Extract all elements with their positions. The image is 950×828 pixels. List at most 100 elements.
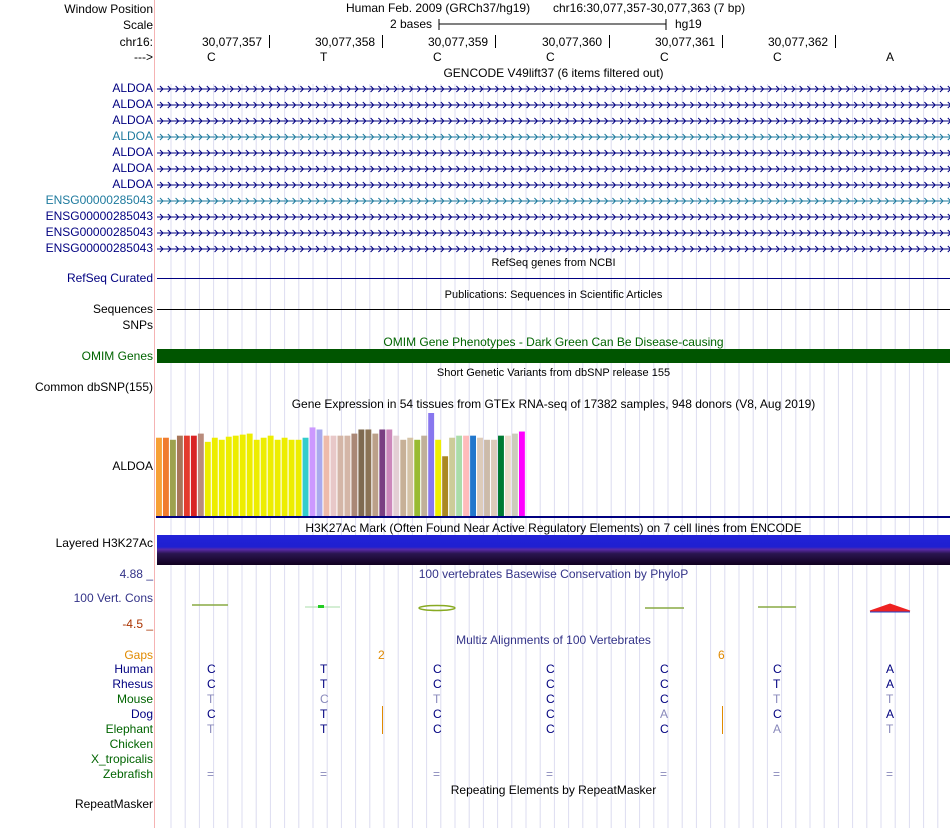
alignment-base: T — [773, 677, 781, 691]
species-label[interactable]: Dog — [130, 707, 153, 721]
gtex-tissue-bar — [463, 435, 470, 516]
phylop-signal[interactable] — [0, 596, 950, 620]
gencode-transcript[interactable] — [157, 132, 950, 142]
gtex-tissue-bar — [211, 437, 218, 516]
multiz-title[interactable]: Multiz Alignments of 100 Vertebrates — [456, 633, 651, 647]
refseq-line[interactable] — [157, 278, 950, 279]
alignment-base: C — [660, 722, 669, 736]
gtex-title[interactable]: Gene Expression in 54 tissues from GTEx … — [291, 397, 816, 411]
gencode-row-label[interactable]: ALDOA — [112, 161, 153, 175]
dbsnp-title[interactable]: Short Genetic Variants from dbSNP releas… — [436, 367, 671, 379]
gtex-tissue-bar — [169, 439, 176, 516]
alignment-base: = — [660, 767, 668, 781]
gencode-title[interactable]: GENCODE V49lift37 (6 items filtered out) — [443, 66, 664, 80]
species-label[interactable]: Human — [114, 662, 153, 676]
gencode-transcript[interactable] — [157, 228, 950, 238]
gencode-transcript[interactable] — [157, 164, 950, 174]
h3k27ac-signal[interactable] — [157, 535, 950, 565]
gtex-tissue-bar — [204, 441, 211, 516]
alignment-base: = — [886, 767, 894, 781]
refseq-label[interactable]: RefSeq Curated — [66, 271, 153, 285]
publications-label[interactable]: Sequences — [92, 302, 153, 316]
dbsnp-label[interactable]: Common dbSNP(155) — [34, 380, 153, 394]
h3k27ac-title[interactable]: H3K27Ac Mark (Often Found Near Active Re… — [305, 521, 802, 535]
insertion-marker-1 — [382, 706, 383, 734]
coord-tick-label: 30,077,357 — [202, 35, 263, 49]
omim-label[interactable]: OMIM Genes — [81, 349, 153, 363]
alignment-base: C — [320, 692, 329, 706]
species-label[interactable]: Elephant — [105, 722, 153, 736]
base-letter: T — [320, 50, 328, 64]
gtex-tissue-bar — [239, 434, 246, 516]
coord-tick — [495, 35, 496, 48]
gencode-row-label[interactable]: ALDOA — [112, 113, 153, 127]
coord-tick-label: 30,077,359 — [428, 35, 489, 49]
gtex-tissue-bar — [162, 437, 169, 516]
base-letter: C — [433, 50, 442, 64]
species-label[interactable]: Mouse — [116, 692, 153, 706]
gtex-label[interactable]: ALDOA — [112, 459, 153, 473]
gtex-tissue-bar — [393, 435, 400, 516]
gtex-tissue-bar — [365, 429, 372, 516]
gencode-transcript[interactable] — [157, 180, 950, 190]
gap-count-1: 2 — [378, 648, 385, 662]
gtex-tissue-bar — [260, 437, 267, 516]
gtex-tissue-bar — [428, 413, 435, 516]
omim-bar[interactable] — [157, 349, 950, 363]
gtex-tissue-bar — [477, 437, 483, 516]
h3k27ac-label[interactable]: Layered H3K27Ac — [55, 536, 153, 550]
alignment-base: T — [886, 692, 894, 706]
alignment-base: T — [320, 707, 328, 721]
gtex-tissue-bar — [218, 439, 225, 516]
gtex-tissue-bar — [309, 427, 316, 516]
species-label[interactable]: Zebrafish — [102, 767, 153, 781]
gencode-row-label[interactable]: ENSG00000285043 — [45, 241, 153, 255]
gencode-transcript[interactable] — [157, 212, 950, 222]
gtex-tissue-bar — [470, 435, 476, 516]
gencode-transcript[interactable] — [157, 244, 950, 254]
species-label[interactable]: X_tropicalis — [90, 752, 153, 766]
db-text: hg19 — [675, 17, 702, 31]
gencode-transcript[interactable] — [157, 148, 950, 158]
coord-tick-label: 30,077,360 — [542, 35, 603, 49]
alignment-base: C — [660, 692, 669, 706]
repeatmasker-label[interactable]: RepeatMasker — [74, 797, 153, 811]
refseq-title[interactable]: RefSeq genes from NCBI — [491, 257, 616, 269]
phylop-title[interactable]: 100 vertebrates Basewise Conservation by… — [418, 567, 689, 581]
alignment-base: C — [433, 722, 442, 736]
gencode-transcript[interactable] — [157, 116, 950, 126]
phylop-label[interactable]: 100 Vert. Cons — [73, 591, 153, 605]
chr-label: chr16: — [119, 35, 153, 49]
gtex-bar-chart[interactable] — [0, 410, 950, 520]
species-label[interactable]: Rhesus — [112, 677, 153, 691]
alignment-base: T — [207, 722, 215, 736]
gencode-transcript[interactable] — [157, 100, 950, 110]
gencode-row-label[interactable]: ENSG00000285043 — [45, 209, 153, 223]
alignment-base: C — [546, 722, 555, 736]
gencode-row-label[interactable]: ALDOA — [112, 97, 153, 111]
repeatmasker-title[interactable]: Repeating Elements by RepeatMasker — [450, 783, 657, 797]
alignment-base: C — [773, 662, 782, 676]
alignment-base: = — [546, 767, 554, 781]
gtex-tissue-bar — [379, 429, 386, 516]
gencode-row-label[interactable]: ENSG00000285043 — [45, 193, 153, 207]
gencode-row-label[interactable]: ENSG00000285043 — [45, 225, 153, 239]
gencode-transcript[interactable] — [157, 196, 950, 206]
gencode-row-label[interactable]: ALDOA — [112, 129, 153, 143]
snps-label[interactable]: SNPs — [122, 318, 153, 332]
alignment-base: T — [320, 662, 328, 676]
gencode-transcript[interactable] — [157, 84, 950, 94]
alignment-base: T — [433, 692, 441, 706]
gencode-row-label[interactable]: ALDOA — [112, 177, 153, 191]
alignment-base: C — [546, 707, 555, 721]
species-label[interactable]: Chicken — [109, 737, 153, 751]
gencode-row-label[interactable]: ALDOA — [112, 81, 153, 95]
publications-title[interactable]: Publications: Sequences in Scientific Ar… — [444, 289, 663, 301]
gencode-row-label[interactable]: ALDOA — [112, 145, 153, 159]
base-letter: C — [546, 50, 555, 64]
scale-bar — [438, 19, 667, 30]
gtex-tissue-bar — [190, 435, 197, 516]
publications-line[interactable] — [157, 309, 950, 310]
omim-title[interactable]: OMIM Gene Phenotypes - Dark Green Can Be… — [383, 335, 724, 349]
gtex-tissue-bar — [274, 439, 281, 516]
